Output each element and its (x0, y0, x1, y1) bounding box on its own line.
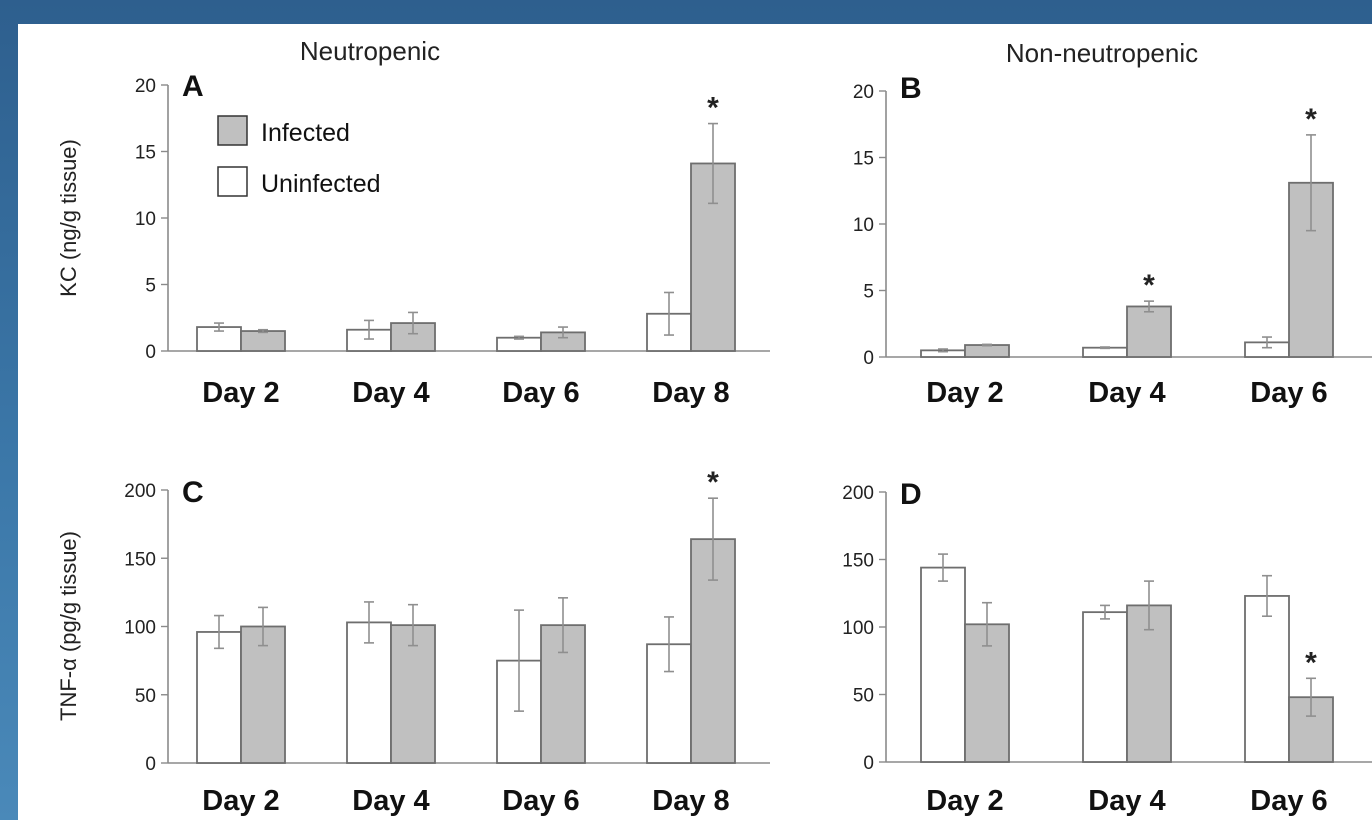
panel-a-y-tick-label: 0 (145, 342, 156, 363)
chart-figure: 0 5 10 15 20 A Neutropenic KC (ng/g tissue) Day … (56, 36, 1372, 817)
panel-d-bar-uninfected (1082, 611, 1128, 763)
panel-b-title: Non-neutropenic (1006, 38, 1198, 68)
panel-a-y-axis-label: KC (ng/g tissue) (56, 139, 81, 297)
panel-b-letter: B (900, 72, 922, 105)
panel-b-category-label: Day 2 (926, 377, 1003, 409)
panel-c-y-tick-label: 200 (124, 481, 156, 502)
legend-label-uninfected: Uninfected (261, 170, 381, 198)
panel-b-significance-star: * (1143, 269, 1155, 302)
panel-d-y-tick-label: 0 (863, 753, 874, 774)
panel-a-letter: A (182, 70, 204, 103)
panel-c-y-tick-label: 50 (135, 686, 156, 707)
panel-d-letter: D (900, 478, 922, 511)
panel-b-y-tick-label: 10 (853, 215, 874, 236)
panel-a-category-label: Day 4 (352, 377, 429, 409)
panel-c-category-label: Day 2 (202, 785, 279, 817)
panel-d-y-tick-label: 150 (842, 551, 874, 572)
panel-a-y-tick-label: 15 (135, 143, 156, 164)
panel-d-category-label: Day 6 (1250, 785, 1327, 817)
legend-label-infected: Infected (261, 119, 350, 147)
legend-swatch-uninfected (217, 166, 248, 197)
panel-b-category-label: Day 4 (1088, 377, 1165, 409)
panel-a-title: Neutropenic (300, 36, 440, 66)
panel-b-bar-infected (1288, 181, 1334, 358)
panel-b-y-tick-label: 20 (853, 82, 874, 103)
panel-c-y-tick-label: 0 (145, 754, 156, 775)
panel-d-y-tick-label: 100 (842, 618, 874, 639)
panel-d-category-label: Day 4 (1088, 785, 1165, 817)
panel-b-significance-star: * (1305, 103, 1317, 136)
panel-d-bar-uninfected (1244, 595, 1290, 763)
panel-d-category-label: Day 2 (926, 785, 1003, 817)
panel-a-category-label: Day 2 (202, 377, 279, 409)
panel-a-bar-infected (240, 330, 286, 352)
panel-d-y-tick-label: 50 (853, 686, 874, 707)
panel-d-bar-uninfected (920, 566, 966, 763)
panel-c-category-label: Day 6 (502, 785, 579, 817)
figure-panel: 0 5 10 15 20 A Neutropenic KC (ng/g tissue) Day … (18, 24, 1372, 820)
panel-a-y-tick-label: 10 (135, 209, 156, 230)
panel-b-bar-infected (964, 344, 1010, 358)
panel-c-y-tick-label: 100 (124, 618, 156, 639)
panel-a-y-tick-label: 20 (135, 76, 156, 97)
panel-b-category-label: Day 6 (1250, 377, 1327, 409)
panel-b-y-tick-label: 15 (853, 149, 874, 170)
panel-c-bar-infected (390, 624, 436, 764)
panel-a-category-label: Day 6 (502, 377, 579, 409)
panel-c-bar-infected (240, 625, 286, 764)
panel-d-significance-star: * (1305, 646, 1317, 679)
panel-c-y-tick-label: 150 (124, 549, 156, 570)
panel-c-bar-uninfected (196, 631, 242, 764)
panel-a-y-tick-label: 5 (145, 276, 156, 297)
panel-d-y-tick-label: 200 (842, 483, 874, 504)
panel-c-significance-star: * (707, 466, 719, 499)
panel-a-significance-star: * (707, 92, 719, 125)
panel-c-category-label: Day 8 (652, 785, 729, 817)
panel-b-y-tick-label: 0 (863, 348, 874, 369)
panel-c-letter: C (182, 476, 204, 509)
panel-c-category-label: Day 4 (352, 785, 429, 817)
panel-d-bar-infected (964, 623, 1010, 763)
panel-b-bar-infected (1126, 305, 1172, 358)
legend-swatch-infected (217, 115, 248, 146)
panel-c-y-axis-label: TNF-α (pg/g tissue) (56, 531, 81, 721)
panel-b-y-tick-label: 5 (863, 282, 874, 303)
panel-a-category-label: Day 8 (652, 377, 729, 409)
